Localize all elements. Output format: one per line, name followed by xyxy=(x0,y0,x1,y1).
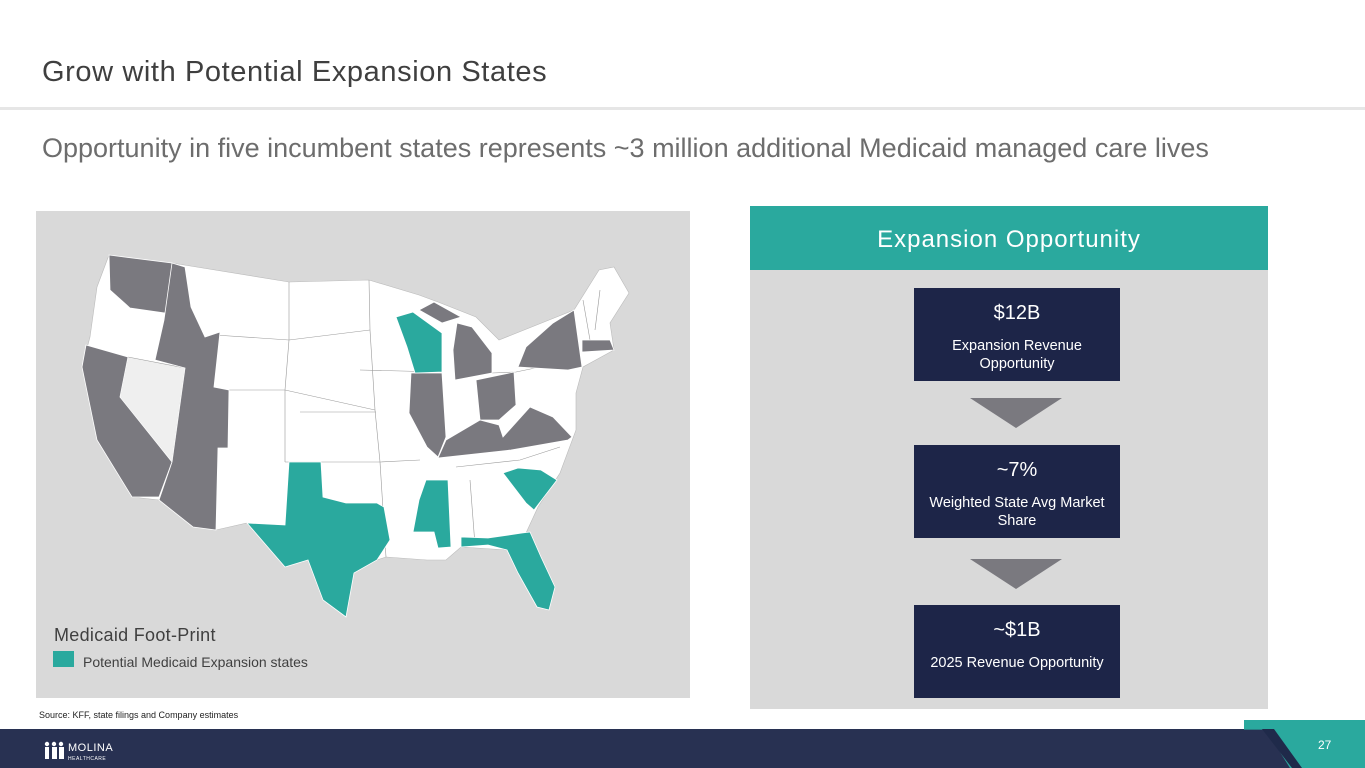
legend-swatch xyxy=(53,651,74,667)
page-subtitle: Opportunity in five incumbent states rep… xyxy=(42,133,1209,163)
box-label: Expansion Revenue Opportunity xyxy=(952,338,1082,372)
down-arrow-icon xyxy=(970,398,1062,428)
state-illinois xyxy=(408,372,447,458)
state-south-carolina xyxy=(502,467,558,511)
box-value: $12B xyxy=(993,302,1041,324)
logo-people-icon xyxy=(44,741,64,759)
us-map xyxy=(81,254,630,618)
state-florida xyxy=(460,531,556,611)
market-share-box: ~7% Weighted State Avg Market Share xyxy=(914,445,1120,538)
box-value: ~$1B xyxy=(993,619,1041,641)
logo-text: MOLINA xyxy=(68,742,114,754)
box-label: Weighted State Avg Market Share xyxy=(929,495,1105,529)
state-california xyxy=(81,344,173,498)
state-ohio xyxy=(475,371,517,421)
page-title: Grow with Potential Expansion States xyxy=(42,56,548,88)
revenue-opportunity-box: $12B Expansion Revenue Opportunity xyxy=(914,288,1120,381)
state-wisconsin xyxy=(395,311,443,374)
legend-label: Potential Medicaid Expansion states xyxy=(83,654,308,670)
state-michigan xyxy=(452,322,493,381)
expansion-header: Expansion Opportunity xyxy=(750,206,1268,270)
us-map-panel xyxy=(36,211,690,698)
footer-bar xyxy=(0,729,1365,768)
state-new-york xyxy=(517,309,583,371)
state-washington xyxy=(108,254,173,315)
legend-title: Medicaid Foot-Print xyxy=(54,625,216,645)
source-note: Source: KFF, state filings and Company e… xyxy=(39,710,239,720)
state-michigan-upper xyxy=(418,301,463,324)
state-texas xyxy=(246,461,391,618)
box-value: ~7% xyxy=(996,459,1038,481)
state-kentucky-virginia xyxy=(437,406,573,459)
page-number: 27 xyxy=(1318,738,1332,752)
down-arrow-icon xyxy=(970,559,1062,589)
title-divider xyxy=(0,107,1365,110)
state-mississippi xyxy=(412,479,452,549)
state-massachusetts xyxy=(581,339,615,353)
state-idaho-utah-arizona xyxy=(154,262,230,531)
box-label: 2025 Revenue Opportunity xyxy=(930,655,1104,671)
molina-logo: MOLINA HEALTHCARE xyxy=(44,738,113,762)
logo-subtext: HEALTHCARE xyxy=(68,756,107,762)
2025-revenue-box: ~$1B 2025 Revenue Opportunity xyxy=(914,605,1120,698)
